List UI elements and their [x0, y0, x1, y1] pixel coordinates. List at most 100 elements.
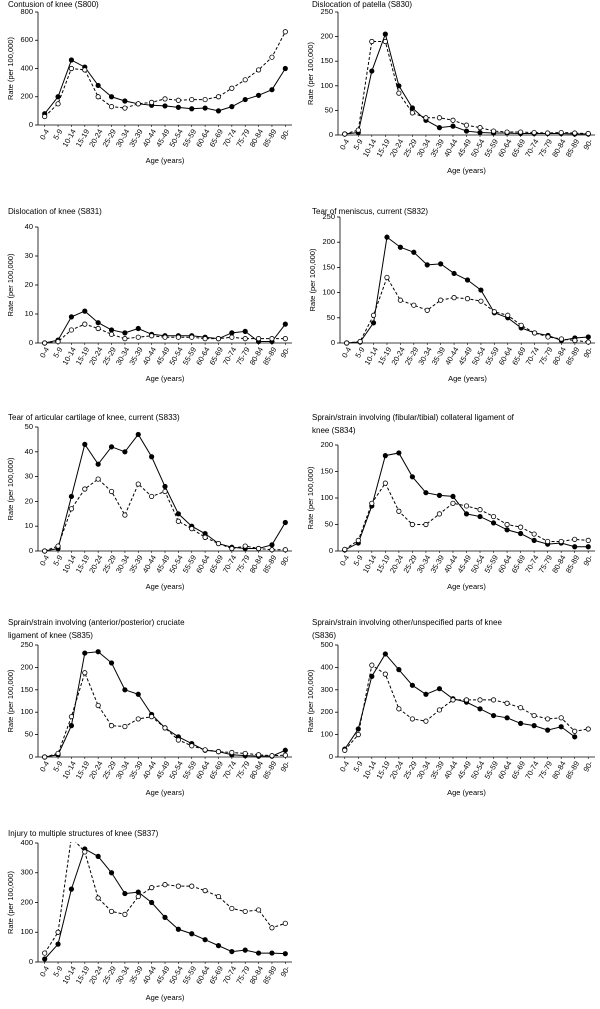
data-point — [95, 461, 101, 467]
data-point — [477, 706, 483, 712]
data-point — [518, 720, 524, 727]
x-tick-label: 0-4 — [38, 345, 51, 359]
data-point — [463, 503, 470, 509]
y-tick-label: 200 — [322, 237, 335, 246]
x-tick-label: 90- — [279, 759, 292, 773]
data-point — [189, 743, 195, 749]
data-point — [436, 125, 443, 131]
data-point — [269, 547, 275, 553]
data-point — [55, 750, 61, 757]
data-point — [436, 511, 443, 517]
data-point — [282, 920, 288, 926]
data-point — [175, 926, 181, 932]
data-point — [122, 449, 128, 455]
x-axis-title: Age (years) — [146, 374, 185, 383]
data-point — [149, 899, 155, 906]
y-tick-label: 200 — [20, 662, 33, 671]
y-tick-label: 50 — [25, 422, 33, 431]
data-point — [242, 328, 248, 334]
y-tick-label: 30 — [25, 251, 33, 260]
data-point — [215, 540, 222, 547]
data-point — [95, 895, 101, 901]
data-point — [162, 882, 168, 888]
data-point — [424, 262, 430, 268]
series-line — [44, 848, 286, 960]
y-tick-label: 100 — [320, 81, 333, 90]
data-point — [202, 887, 208, 894]
x-tick-label: 85-89 — [261, 964, 278, 985]
data-point — [572, 734, 578, 740]
data-point — [450, 697, 456, 703]
series-line — [344, 32, 589, 135]
data-point — [355, 537, 361, 544]
data-point — [242, 336, 248, 342]
plot-area — [42, 842, 288, 962]
series-line — [344, 41, 589, 135]
data-point — [423, 691, 429, 697]
data-point — [255, 67, 262, 73]
x-tick-label: 90- — [581, 759, 594, 773]
data-point — [229, 905, 235, 912]
data-point — [518, 129, 524, 135]
data-point — [504, 129, 510, 135]
plot-area — [42, 29, 288, 120]
chart-panel: Sprain/strain involving (fibular/tibial)… — [306, 413, 595, 591]
data-point — [55, 543, 61, 549]
data-point — [505, 312, 511, 318]
x-tick-label: 0-4 — [38, 759, 51, 773]
data-point — [451, 295, 457, 301]
data-point — [108, 94, 115, 100]
data-point — [477, 507, 483, 513]
data-point — [55, 101, 61, 107]
data-point — [162, 725, 168, 731]
x-tick-label: 90- — [582, 345, 595, 359]
y-tick-label: 400 — [20, 838, 33, 847]
data-point — [162, 914, 168, 920]
data-point — [409, 110, 415, 116]
data-point — [82, 650, 88, 656]
y-axis-title: Rate (per 100,000) — [308, 248, 317, 311]
data-point — [490, 128, 497, 134]
data-point — [82, 321, 88, 327]
data-point — [149, 714, 155, 720]
data-point — [255, 92, 262, 98]
y-axis-title: Rate (per 100,000) — [306, 466, 315, 529]
data-point — [504, 527, 510, 533]
data-point — [229, 85, 235, 91]
data-point — [269, 925, 275, 931]
data-point — [409, 474, 415, 480]
data-point — [42, 548, 48, 554]
data-point — [202, 105, 208, 111]
data-point — [382, 480, 388, 486]
data-point — [108, 331, 115, 337]
data-point — [463, 697, 470, 703]
data-point — [572, 130, 578, 136]
y-tick-label: 20 — [25, 280, 33, 289]
data-point — [175, 104, 181, 110]
x-tick-label: 0-4 — [38, 964, 51, 978]
y-tick-label: 40 — [25, 447, 33, 456]
data-point — [82, 67, 88, 73]
data-point — [135, 325, 141, 332]
y-axis-title: Rate (per 100,000) — [6, 37, 15, 100]
data-point — [202, 336, 208, 342]
x-tick-label: 85-89 — [261, 553, 278, 574]
data-point — [135, 431, 141, 438]
data-point — [531, 537, 537, 544]
data-point — [396, 667, 402, 673]
data-point — [369, 68, 375, 74]
y-axis-title: Rate (per 100,000) — [306, 42, 315, 105]
data-point — [68, 57, 75, 63]
data-point — [558, 715, 564, 721]
data-point — [585, 726, 591, 732]
data-point — [122, 911, 128, 918]
series-line — [344, 653, 576, 750]
data-point — [135, 716, 141, 722]
data-point — [242, 77, 248, 83]
data-point — [42, 340, 48, 346]
data-point — [229, 545, 235, 552]
data-point — [122, 723, 128, 730]
data-point — [369, 662, 375, 668]
data-point — [255, 545, 262, 552]
